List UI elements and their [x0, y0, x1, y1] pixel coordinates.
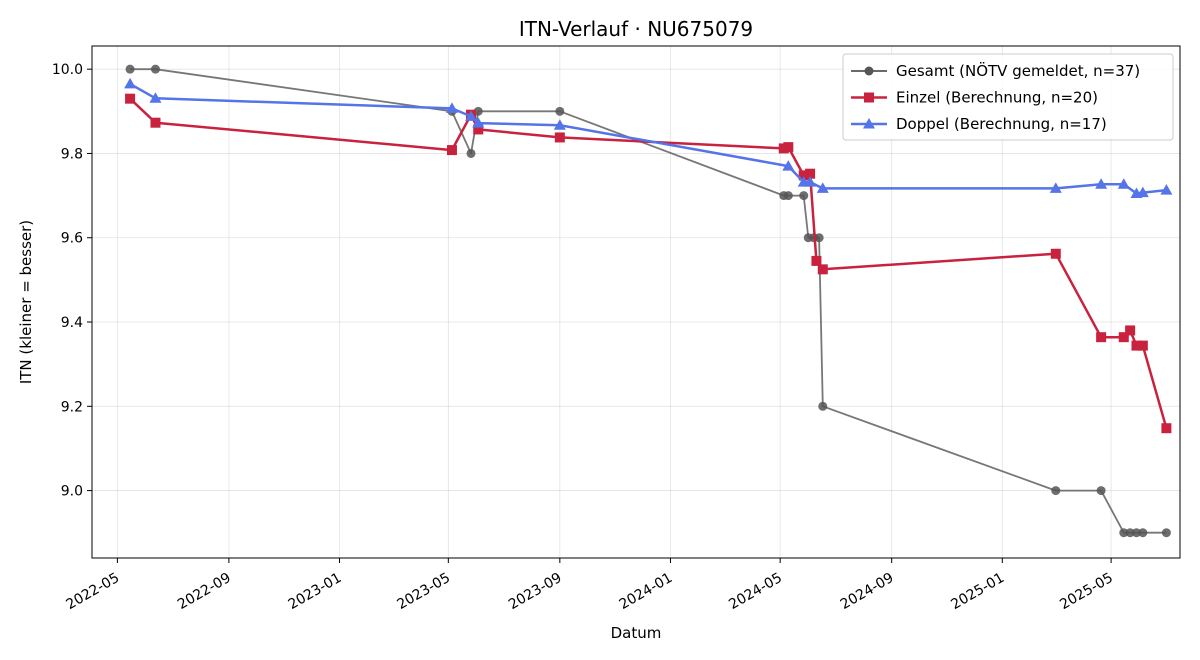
- data-point: [1049, 182, 1062, 193]
- x-tick-label: 2023-01: [286, 570, 345, 613]
- x-tick-label: 2022-05: [64, 570, 123, 613]
- data-point: [1160, 184, 1173, 195]
- data-point: [446, 145, 457, 156]
- data-point: [1125, 528, 1135, 538]
- legend-item-2: Doppel (Berechnung, n=17): [851, 115, 1107, 133]
- data-point: [1096, 486, 1106, 496]
- legend-label: Doppel (Berechnung, n=17): [896, 115, 1107, 133]
- y-tick-label: 10.0: [52, 62, 83, 78]
- data-point: [150, 117, 161, 128]
- grid: [92, 46, 1180, 558]
- data-point: [464, 110, 477, 121]
- data-point: [554, 132, 565, 143]
- series-0: [125, 64, 1171, 538]
- data-point: [473, 106, 483, 116]
- legend-marker: [864, 92, 874, 103]
- legend: Gesamt (NÖTV gemeldet, n=37) Einzel (Bere…: [842, 53, 1174, 141]
- data-point: [1095, 178, 1108, 189]
- legend-label: Einzel (Berechnung, n=20): [896, 89, 1098, 107]
- data-point: [1051, 486, 1061, 496]
- data-point: [445, 102, 458, 113]
- legend-item-1: Einzel (Berechnung, n=20): [851, 89, 1098, 107]
- series-line-1: [129, 97, 1168, 429]
- data-point: [816, 182, 829, 193]
- data-point: [783, 191, 793, 201]
- legend-label: Gesamt (NÖTV gemeldet, n=37): [896, 61, 1140, 80]
- y-axis-label: ITN (kleiner = besser): [17, 220, 35, 384]
- x-axis: 2022-05 2022-09 2023-01 2023-05 2023-09 2024-…: [64, 558, 1116, 613]
- data-point: [1050, 248, 1061, 259]
- x-tick-label: 2025-01: [948, 570, 1007, 613]
- y-axis: 9.0 9.2 9.4 9.6 9.8 10.0: [52, 62, 92, 500]
- data-point: [811, 255, 822, 266]
- x-tick-label: 2023-09: [506, 570, 565, 613]
- data-point: [472, 117, 485, 128]
- data-point: [1117, 178, 1130, 189]
- data-point: [817, 264, 828, 275]
- y-tick-label: 9.8: [61, 146, 83, 162]
- x-axis-label: Datum: [611, 624, 662, 642]
- data-point: [805, 168, 816, 179]
- data-point: [1137, 340, 1148, 351]
- data-point: [1119, 528, 1129, 538]
- series-2: [124, 77, 1173, 198]
- data-point: [149, 92, 162, 103]
- y-tick-label: 9.2: [61, 399, 83, 415]
- data-point: [818, 401, 828, 411]
- data-point: [1131, 528, 1141, 538]
- data-point: [150, 64, 160, 74]
- data-point: [799, 191, 809, 201]
- data-point: [1161, 423, 1172, 434]
- data-point: [466, 148, 476, 158]
- plot-frame: [91, 45, 1181, 559]
- data-point: [1131, 340, 1142, 351]
- data-point: [804, 176, 817, 187]
- data-point: [1125, 325, 1136, 336]
- series-layer: [124, 64, 1173, 538]
- data-point: [798, 170, 809, 181]
- legend-marker: [864, 66, 874, 76]
- data-point: [783, 142, 794, 153]
- data-point: [1136, 186, 1149, 198]
- data-point: [473, 124, 484, 135]
- data-point: [553, 119, 566, 130]
- x-tick-label: 2024-09: [838, 570, 897, 613]
- data-point: [555, 106, 565, 116]
- x-tick-label: 2024-05: [726, 570, 785, 613]
- data-point: [1118, 332, 1129, 343]
- legend-marker: [863, 118, 875, 129]
- y-tick-label: 9.4: [61, 315, 83, 331]
- data-point: [1096, 332, 1107, 343]
- data-point: [124, 77, 137, 89]
- data-point: [125, 93, 136, 104]
- y-tick-label: 9.0: [61, 484, 83, 500]
- chart-title: ITN-Verlauf · NU675079: [519, 17, 753, 41]
- legend-box: [842, 53, 1174, 141]
- data-point: [782, 160, 795, 171]
- data-point: [1138, 528, 1148, 538]
- x-tick-label: 2025-05: [1057, 570, 1116, 613]
- y-tick-label: 9.6: [61, 231, 83, 247]
- legend-item-0: Gesamt (NÖTV gemeldet, n=37): [851, 61, 1140, 80]
- data-point: [125, 64, 135, 74]
- x-tick-label: 2022-09: [175, 570, 234, 613]
- data-point: [814, 233, 824, 243]
- x-tick-label: 2024-01: [617, 570, 676, 613]
- data-point: [1161, 528, 1171, 538]
- x-tick-label: 2023-05: [394, 570, 453, 613]
